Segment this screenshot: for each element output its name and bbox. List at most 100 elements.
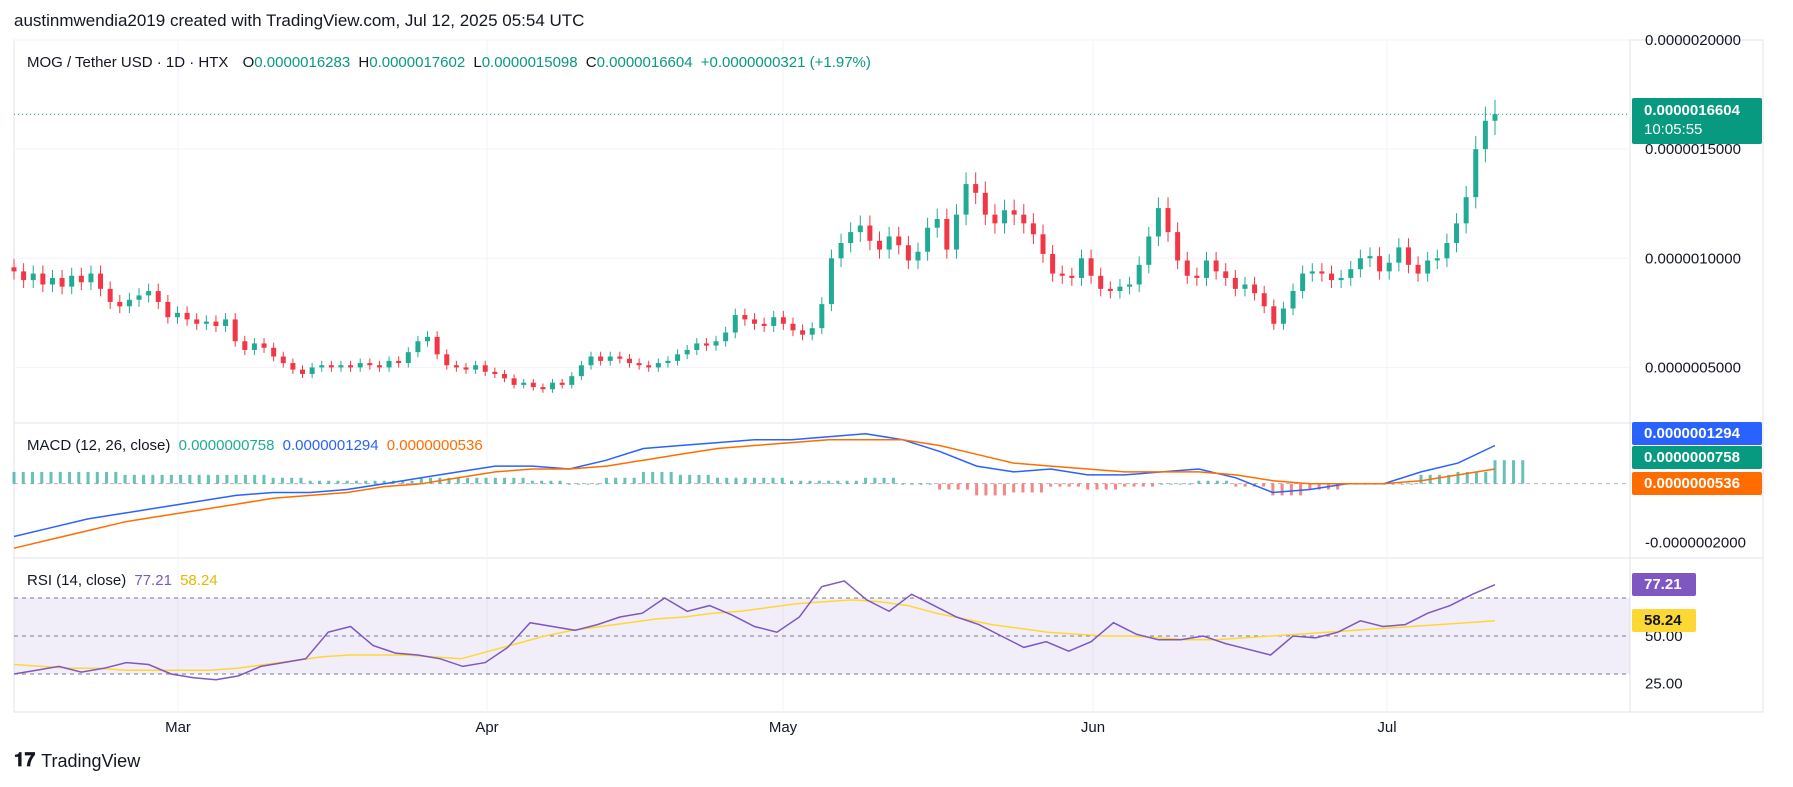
- macd-histogram-bar: [1437, 474, 1441, 484]
- candle-up: [1146, 236, 1152, 265]
- candle-up: [684, 349, 690, 355]
- macd-histogram-bar: [206, 474, 210, 484]
- macd-histogram-bar: [243, 474, 247, 484]
- candle-down: [155, 291, 161, 302]
- macd-histogram-bar: [1095, 483, 1099, 490]
- macd-tick-label: -0.0000002000: [1645, 534, 1746, 551]
- candle-down: [242, 341, 248, 350]
- macd-histogram-bar: [901, 483, 905, 485]
- macd-histogram-bar: [317, 480, 321, 484]
- candle-down: [646, 365, 652, 368]
- macd-title[interactable]: MACD (12, 26, close): [27, 437, 171, 454]
- macd-histogram-bar: [947, 483, 951, 490]
- candle-up: [136, 295, 142, 300]
- macd-histogram-bar: [1197, 480, 1201, 484]
- macd-histogram-bar: [725, 477, 729, 484]
- candle-down: [1194, 275, 1200, 278]
- macd-histogram-bar: [373, 480, 377, 484]
- macd-histogram-bar: [1280, 483, 1284, 496]
- macd-histogram-bar: [1067, 483, 1071, 487]
- candle-up: [1425, 260, 1431, 274]
- macd-histogram-bar: [512, 477, 516, 484]
- macd-histogram-bar: [1317, 483, 1321, 490]
- macd-histogram-bar: [660, 471, 664, 484]
- macd-histogram-bar: [1474, 471, 1478, 484]
- candle-down: [117, 301, 123, 307]
- close-label: C: [585, 54, 597, 71]
- macd-histogram-bar: [160, 474, 164, 484]
- macd-histogram-bar: [780, 477, 784, 484]
- candle-down: [184, 312, 190, 320]
- price-tick-label: 0.0000005000: [1645, 359, 1741, 376]
- macd-histogram-bar: [114, 471, 118, 484]
- macd-histogram-bar: [1206, 480, 1210, 484]
- candle-up: [1280, 308, 1286, 324]
- candle-down: [1021, 214, 1027, 224]
- tradingview-footer: 𝟏𝟕 TradingView: [14, 750, 140, 772]
- candle-up: [1482, 120, 1488, 150]
- candle-down: [1213, 260, 1219, 272]
- macd-histogram-bar: [614, 477, 618, 484]
- candle-down: [780, 317, 786, 324]
- macd-histogram-bar: [1465, 471, 1469, 484]
- candle-down: [896, 236, 902, 246]
- macd-histogram-bar: [151, 474, 155, 484]
- candle-up: [1002, 210, 1008, 224]
- symbol-label[interactable]: MOG / Tether USD · 1D · HTX: [27, 54, 229, 71]
- candle-down: [261, 343, 267, 348]
- candle-down: [790, 323, 796, 331]
- macd-histogram-bar: [105, 471, 109, 484]
- macd-histogram-bar: [956, 483, 960, 490]
- macd-histogram-bar: [1188, 483, 1192, 485]
- candle-up: [1078, 258, 1084, 278]
- macd-histogram-bar: [447, 477, 451, 484]
- candle-down: [376, 365, 382, 368]
- candle-down: [492, 371, 498, 374]
- macd-histogram-bar: [1410, 483, 1414, 485]
- macd-histogram-bar: [540, 480, 544, 484]
- macd-histogram-bar: [632, 477, 636, 484]
- low-label: L: [473, 54, 482, 71]
- candle-down: [1271, 306, 1277, 324]
- candle-down: [1040, 234, 1046, 254]
- macd-histogram-bar: [503, 477, 507, 484]
- candle-up: [723, 332, 729, 342]
- macd-histogram-bar: [762, 477, 766, 484]
- candle-up: [1434, 258, 1440, 261]
- macd-histogram-bar: [95, 471, 99, 484]
- macd-histogram-bar: [262, 474, 266, 484]
- price-legend: MOG / Tether USD · 1D · HTX O0.000001628…: [27, 54, 875, 71]
- candle-up: [1290, 291, 1296, 309]
- time-tick-label: May: [769, 719, 798, 736]
- macd-histogram-bar: [179, 474, 183, 484]
- price-tick-label: 0.0000015000: [1645, 141, 1741, 158]
- macd-histogram-bar: [58, 471, 62, 484]
- candle-up: [569, 376, 575, 385]
- candle-up: [473, 365, 479, 370]
- macd-histogram-bar: [827, 480, 831, 484]
- candle-up: [415, 341, 421, 353]
- macd-histogram-bar: [1336, 483, 1340, 490]
- macd-histogram-bar: [475, 477, 479, 484]
- macd-histogram-bar: [327, 480, 331, 484]
- candle-up: [251, 343, 257, 350]
- candle-down: [1252, 284, 1258, 294]
- candle-down: [598, 356, 604, 361]
- macd-histogram-bar: [345, 480, 349, 484]
- macd-histogram-bar: [484, 477, 488, 484]
- candle-down: [1088, 258, 1094, 276]
- macd-histogram-bar: [188, 474, 192, 484]
- candle-down: [1069, 275, 1075, 278]
- rsi-title[interactable]: RSI (14, close): [27, 572, 127, 589]
- macd-histogram-bar: [290, 477, 294, 484]
- rsi-legend: RSI (14, close) 77.21 58.24: [27, 572, 222, 589]
- macd-histogram-bar: [493, 477, 497, 484]
- macd-histogram-bar: [21, 471, 25, 484]
- close-value: 0.0000016604: [596, 54, 693, 71]
- macd-histogram-bar: [1289, 483, 1293, 496]
- candle-down: [1415, 264, 1421, 274]
- candle-up: [1300, 273, 1306, 292]
- macd-histogram-bar: [771, 477, 775, 484]
- macd-histogram-bar: [882, 477, 886, 484]
